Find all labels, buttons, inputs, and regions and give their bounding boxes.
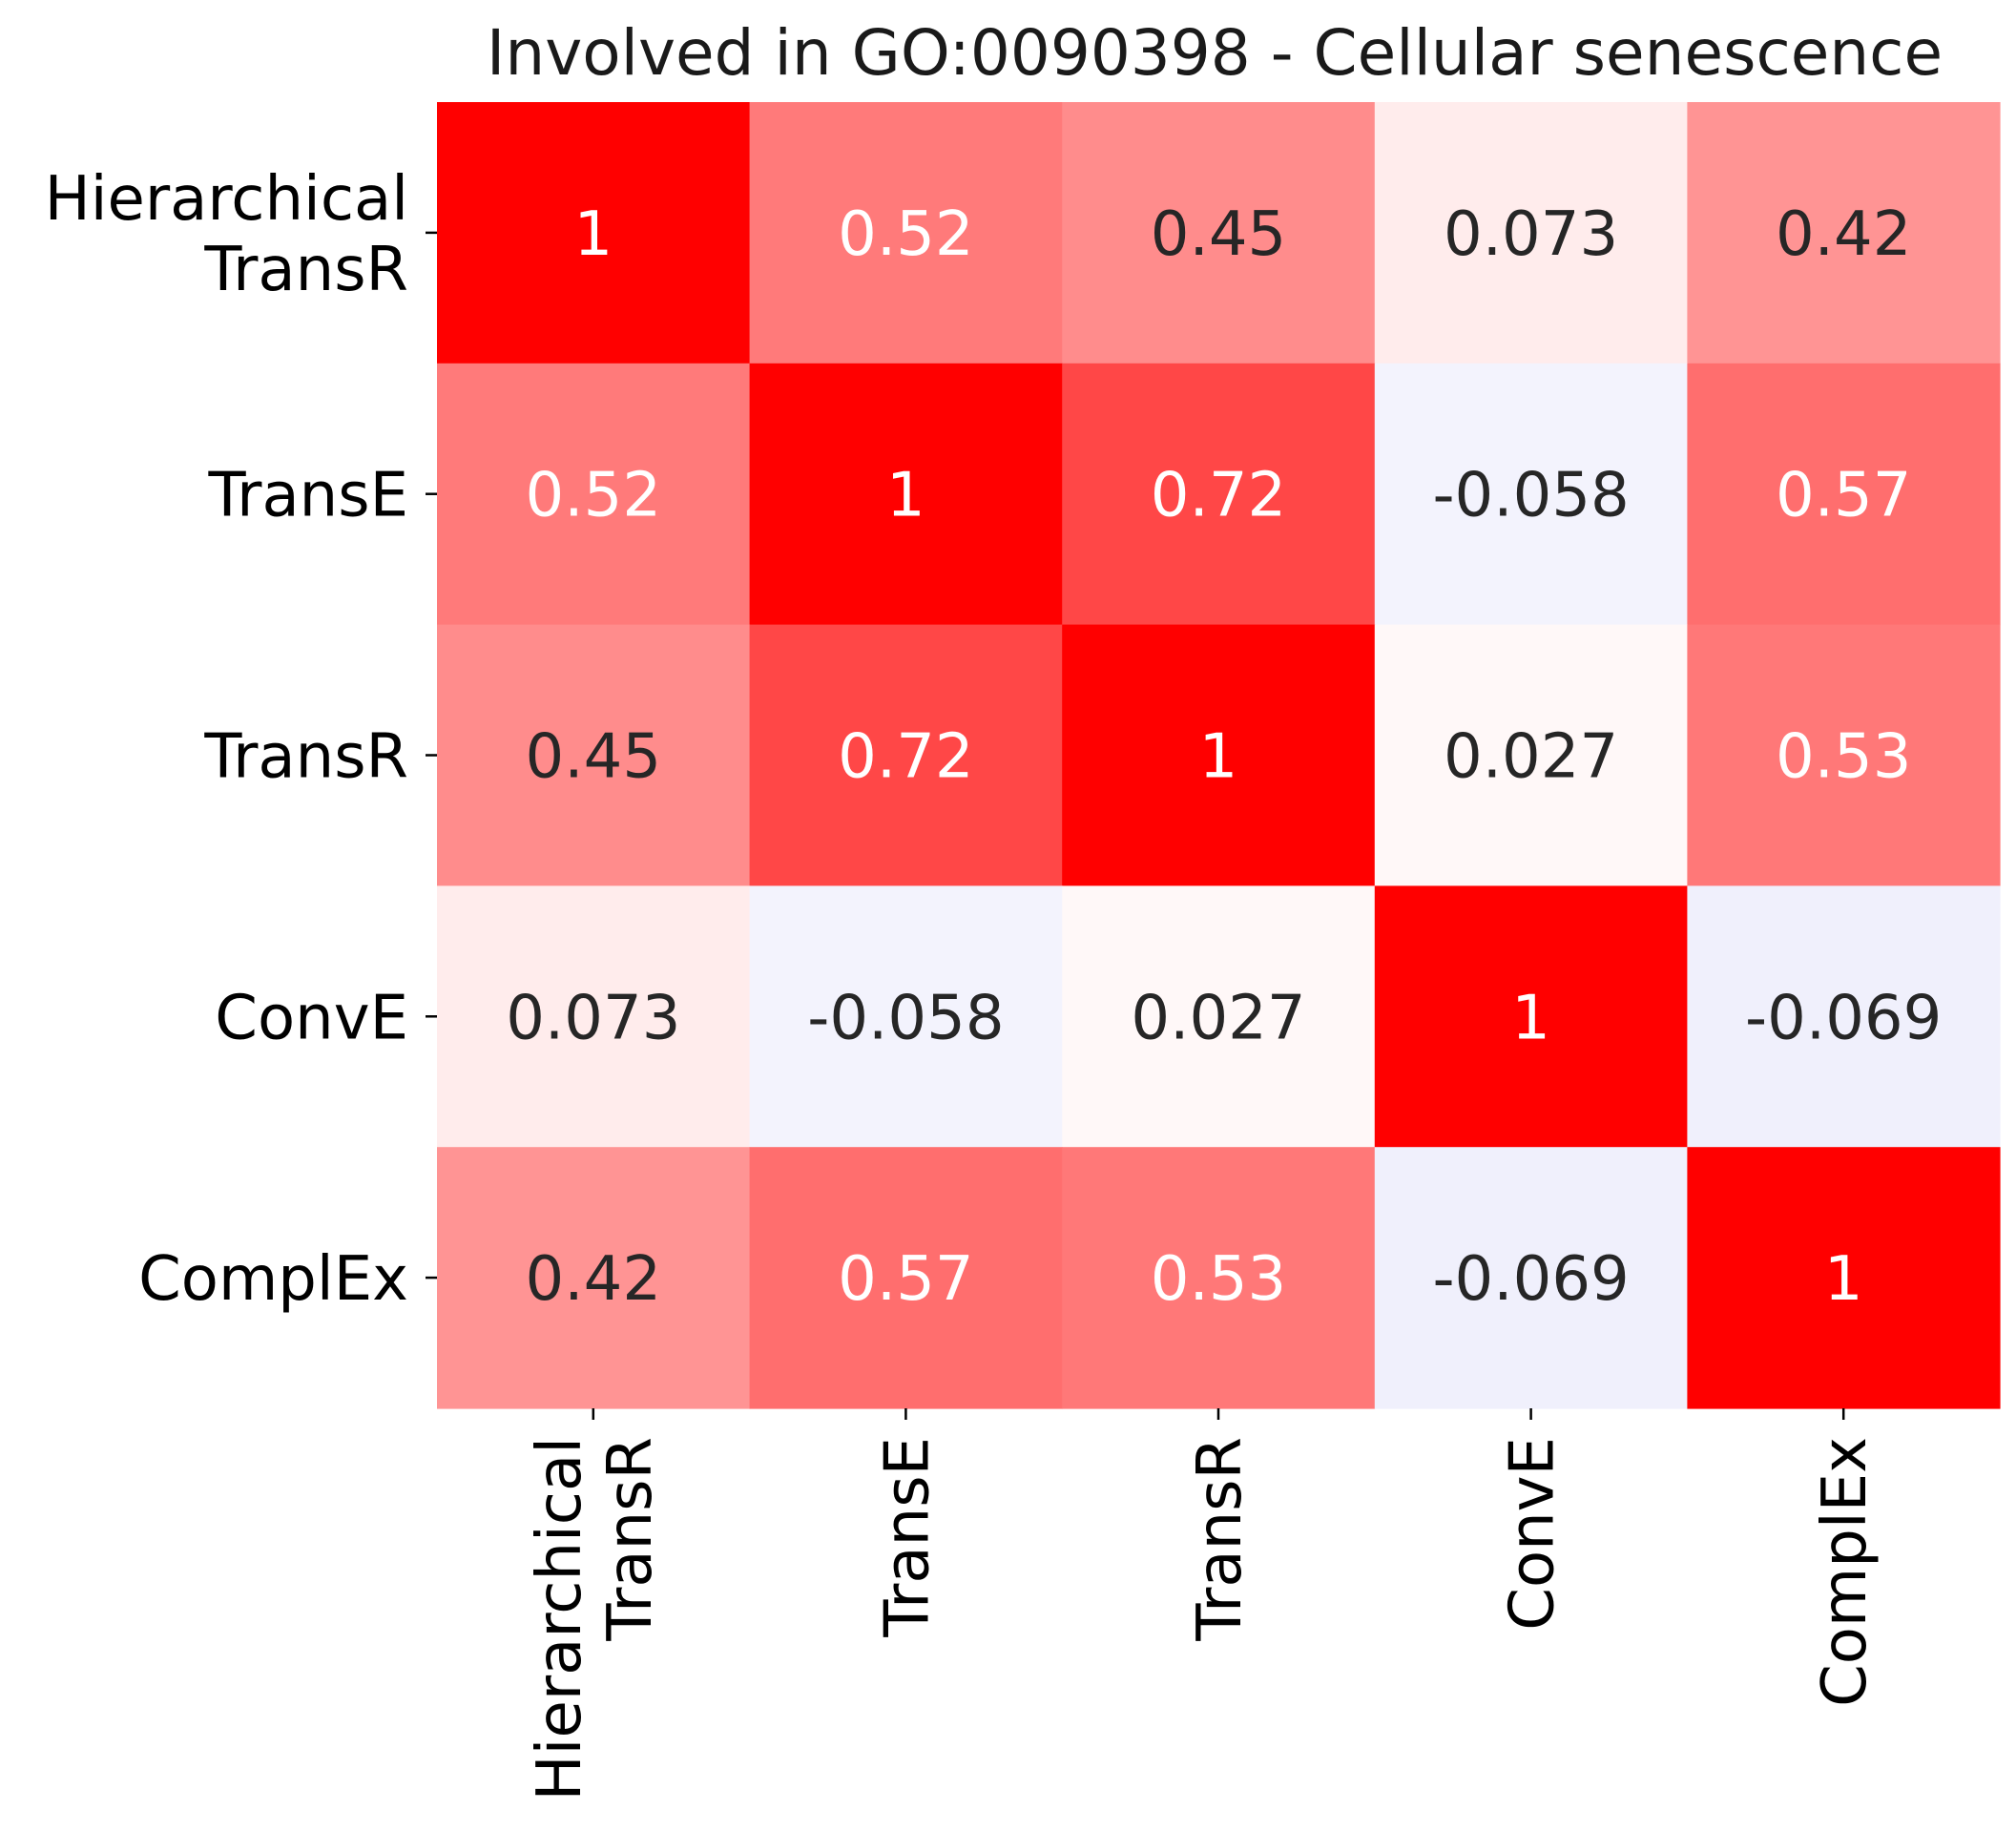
cell-value-label: 0.45: [526, 722, 662, 793]
heatmap-cell: [1687, 885, 2001, 1148]
y-tick-label: TransR: [203, 722, 408, 793]
heatmap-cell: [1687, 1147, 2001, 1409]
chart-title: Involved in GO:0090398 - Cellular senesc…: [487, 16, 1943, 90]
heatmap-cell: [1062, 885, 1376, 1148]
cell-value-label: 1: [886, 461, 925, 531]
x-tick-label-line: TransE: [872, 1437, 943, 1638]
cell-value-label: 0.42: [1776, 199, 1912, 270]
heatmap-cell: [1062, 102, 1376, 364]
cell-value-label: 1: [1511, 983, 1550, 1053]
cell-value-label: 0.53: [1776, 722, 1912, 793]
y-tick-label: ComplEx: [138, 1244, 408, 1315]
x-tick-label-line: ConvE: [1498, 1437, 1569, 1631]
heatmap-cell: [749, 363, 1063, 626]
heatmap-cell: [1374, 885, 1688, 1148]
cell-value-label: 0.52: [838, 199, 974, 270]
cell-value-label: 1: [1824, 1244, 1863, 1315]
cell-value-label: 0.45: [1151, 199, 1287, 270]
y-tick-label: TransE: [207, 461, 408, 531]
y-axis: Hierarchical TransRTransETransRConvECompl…: [45, 164, 437, 1315]
x-tick-label-line: Hierarchical: [525, 1437, 595, 1800]
cell-value-label: 0.53: [1151, 1244, 1287, 1315]
y-tick-label-line: ConvE: [215, 983, 408, 1053]
cell-value-label: -0.069: [1745, 983, 1942, 1053]
heatmap-cells: [437, 102, 2001, 1409]
y-tick-label-line: TransR: [203, 722, 408, 793]
heatmap-cell: [437, 102, 751, 364]
heatmap-cell: [749, 102, 1063, 364]
cell-value-label: 0.42: [526, 1244, 662, 1315]
heatmap-cell: [437, 363, 751, 626]
heatmap-cell: [1687, 624, 2001, 886]
y-tick-label-line: Hierarchical: [45, 164, 408, 235]
x-tick-label-line: TransR: [595, 1437, 666, 1642]
cell-value-label: 0.57: [838, 1244, 974, 1315]
heatmap-cell: [749, 624, 1063, 886]
cell-value-label: 1: [1199, 722, 1238, 793]
y-tick-label: Hierarchical TransR: [45, 164, 408, 305]
heatmap-cell: [1374, 624, 1688, 886]
cell-value-label: 0.72: [1151, 461, 1287, 531]
cell-value-label: 0.073: [506, 983, 680, 1053]
x-tick-label: HierarchicalTransR: [525, 1437, 666, 1800]
heatmap-cell: [1062, 624, 1376, 886]
y-tick-label-line: TransR: [203, 235, 408, 305]
x-axis: HierarchicalTransR TransE TransR ConvE Compl…: [525, 1408, 1881, 1800]
heatmap-cell: [1374, 1147, 1688, 1409]
heatmap-cell: [1687, 102, 2001, 364]
y-tick-label: ConvE: [215, 983, 408, 1053]
heatmap-cell: [1374, 102, 1688, 364]
cell-value-label: -0.058: [1432, 461, 1629, 531]
x-tick-label-line: ComplEx: [1810, 1437, 1881, 1707]
cell-value-label: 0.027: [1131, 983, 1305, 1053]
cell-value-label: 0.57: [1776, 461, 1912, 531]
y-tick-label-line: TransE: [207, 461, 408, 531]
cell-value-label: 0.073: [1444, 199, 1618, 270]
cell-value-label: -0.069: [1432, 1244, 1629, 1315]
heatmap-cell: [1062, 363, 1376, 626]
heatmap-cell: [437, 885, 751, 1148]
cell-value-label: 0.72: [838, 722, 974, 793]
cell-value-label: -0.058: [807, 983, 1004, 1053]
x-tick-label-line: TransR: [1185, 1437, 1256, 1642]
heatmap-cell: [1062, 1147, 1376, 1409]
cell-value-label: 0.027: [1444, 722, 1618, 793]
heatmap-cell: [1374, 363, 1688, 626]
heatmap-cell: [437, 1147, 751, 1409]
cell-value-label: 1: [573, 199, 613, 270]
x-tick-label: TransR: [1185, 1437, 1256, 1642]
heatmap-cell: [1687, 363, 2001, 626]
cell-value-label: 0.52: [526, 461, 662, 531]
heatmap-cell-labels: 1 0.52 0.45 0.073 0.42 0.52 1 0.72 -0.058 0.57 0.4…: [506, 199, 1942, 1315]
y-tick-label-line: ComplEx: [138, 1244, 408, 1315]
x-tick-label: ConvE: [1498, 1437, 1569, 1631]
heatmap-cell: [437, 624, 751, 886]
heatmap-cell: [749, 885, 1063, 1148]
x-tick-label: ComplEx: [1810, 1437, 1881, 1707]
x-tick-label: TransE: [872, 1437, 943, 1638]
heatmap-cell: [749, 1147, 1063, 1409]
